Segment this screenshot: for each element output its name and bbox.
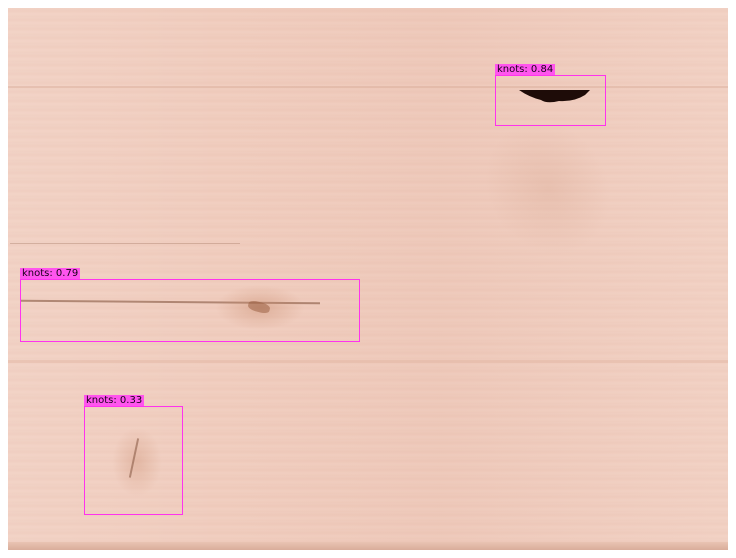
board-seam [8,86,728,88]
knot-spot [215,285,305,330]
detection-box [84,406,183,515]
board-edge [8,542,728,550]
wood-board-photo [8,8,728,550]
detection-label: knots: 0.33 [84,395,145,406]
knot-hole [519,89,590,105]
board-seam [8,360,728,363]
detection-box [495,75,606,126]
detection-label: knots: 0.79 [20,268,81,279]
detection-label: knots: 0.84 [495,64,556,75]
faint-crack [10,243,240,244]
detection-box [20,279,360,342]
